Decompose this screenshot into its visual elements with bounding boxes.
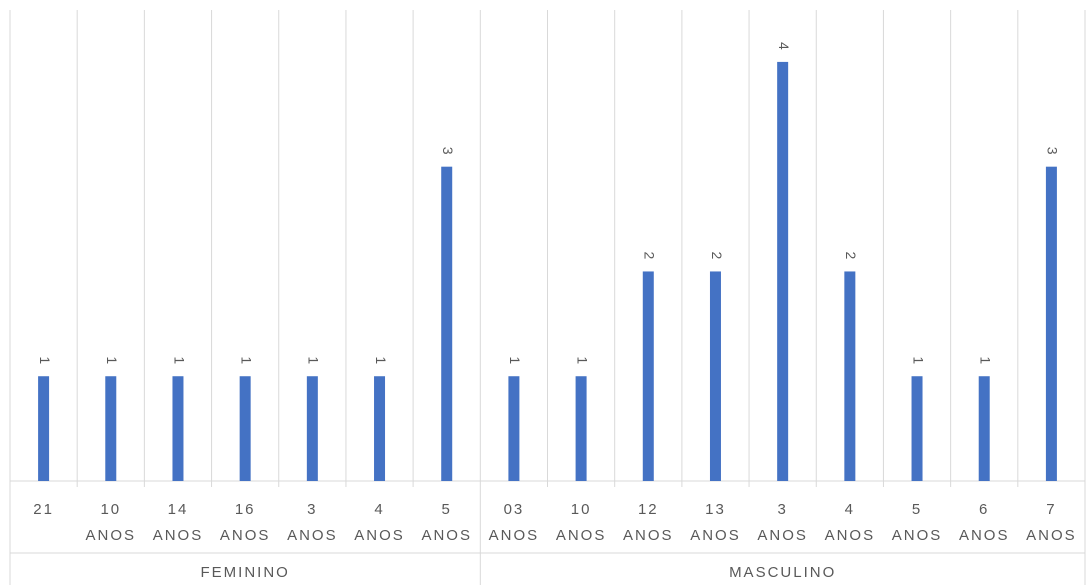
category-label: 4 ANOS <box>354 501 405 544</box>
category-label: 14 ANOS <box>153 501 204 544</box>
category-label: 21 <box>33 501 54 518</box>
category-label: 03 ANOS <box>489 501 540 544</box>
category-label: 7 ANOS <box>1026 501 1077 544</box>
data-label: 1 <box>910 356 926 364</box>
data-label: 3 <box>440 147 456 155</box>
data-label: 1 <box>171 356 187 364</box>
bar <box>844 271 856 481</box>
data-label: 1 <box>104 356 120 364</box>
category-label: 10 ANOS <box>86 501 137 544</box>
data-label: 1 <box>238 356 254 364</box>
bar <box>105 376 117 481</box>
category-label: 16 ANOS <box>220 501 271 544</box>
bar <box>508 376 520 481</box>
data-label: 1 <box>978 356 994 364</box>
category-label: 10 ANOS <box>556 501 607 544</box>
bar <box>709 271 721 481</box>
category-label: 5 ANOS <box>892 501 943 544</box>
data-label: 2 <box>709 252 725 260</box>
data-label: 2 <box>642 252 658 260</box>
bar <box>441 166 453 481</box>
bar <box>38 376 50 481</box>
group-label: MASCULINO <box>729 564 836 581</box>
group-label: FEMININO <box>200 564 289 581</box>
bar <box>172 376 184 481</box>
bar <box>978 376 990 481</box>
data-label: 3 <box>1045 147 1061 155</box>
bar <box>575 376 587 481</box>
category-label: 3 ANOS <box>287 501 338 544</box>
bar <box>306 376 318 481</box>
category-label: 4 ANOS <box>825 501 876 544</box>
bar <box>911 376 923 481</box>
category-label: 13 ANOS <box>690 501 741 544</box>
data-label: 1 <box>574 356 590 364</box>
data-label: 1 <box>37 356 53 364</box>
bar <box>239 376 251 481</box>
category-label: 6 ANOS <box>959 501 1010 544</box>
data-label: 1 <box>306 356 322 364</box>
data-label: 1 <box>373 356 389 364</box>
bar <box>374 376 386 481</box>
data-label: 4 <box>776 42 792 50</box>
bar <box>1045 166 1057 481</box>
category-label: 3 ANOS <box>757 501 808 544</box>
data-label: 2 <box>843 252 859 260</box>
data-label: 1 <box>507 356 523 364</box>
category-label: 5 ANOS <box>421 501 472 544</box>
bar <box>642 271 654 481</box>
category-label: 12 ANOS <box>623 501 674 544</box>
bar <box>777 61 789 482</box>
